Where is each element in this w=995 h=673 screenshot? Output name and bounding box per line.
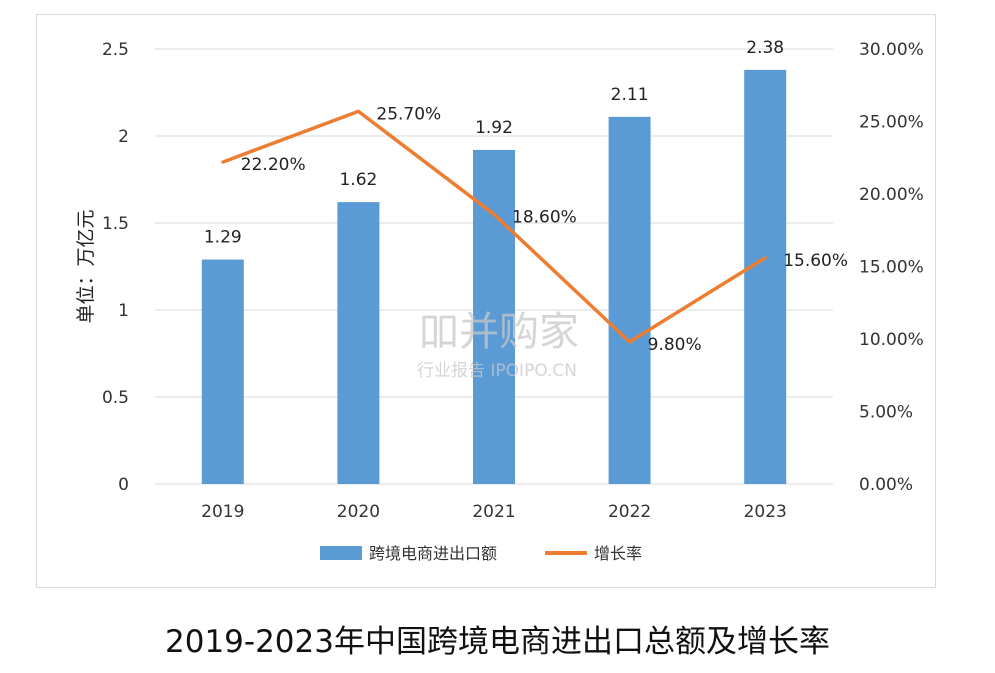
bar — [337, 202, 380, 484]
y-right-tick-label: 15.00% — [859, 258, 924, 278]
bar-data-label: 2.11 — [611, 85, 649, 105]
bar — [608, 116, 651, 485]
bar-data-label: 1.92 — [475, 118, 513, 138]
chart-svg: 0 0.5 1 1.5 2 2.5 0.00% 5.00% 10.00% 15.00% 20.00%… — [75, 38, 924, 563]
y-left-tick-label: 0 — [118, 475, 129, 495]
line-point — [763, 256, 767, 260]
line-data-label: 18.60% — [512, 207, 577, 227]
bar-data-label: 1.29 — [204, 228, 242, 248]
legend-label-bar: 跨境电商进出口额 — [369, 544, 497, 563]
y-left-tick-label: 0.5 — [102, 388, 129, 408]
legend-label-line: 增长率 — [594, 544, 642, 563]
x-tick-label: 2022 — [608, 502, 651, 522]
line-point — [628, 340, 632, 344]
line-data-label: 9.80% — [648, 335, 702, 355]
y-right-tick-label: 10.00% — [859, 330, 924, 350]
line-data-label: 15.60% — [783, 251, 848, 271]
x-tick-label: 2020 — [337, 502, 380, 522]
y-right-tick-label: 20.00% — [859, 185, 924, 205]
line-point — [221, 160, 225, 164]
line-data-label: 22.20% — [241, 155, 306, 175]
y-axis-title: 单位：万亿元 — [75, 209, 97, 323]
y-right-tick-label: 5.00% — [859, 403, 913, 423]
y-right-tick-label: 0.00% — [859, 475, 913, 495]
line-point — [356, 109, 360, 113]
figure-caption: 2019-2023年中国跨境电商进出口总额及增长率 — [165, 624, 830, 660]
y-left-tick-label: 2.5 — [102, 40, 129, 60]
bar — [744, 69, 787, 484]
y-right-tick-label: 30.00% — [859, 40, 924, 60]
bar-data-label: 1.62 — [339, 170, 377, 190]
x-tick-label: 2019 — [201, 502, 244, 522]
x-tick-label: 2023 — [744, 502, 787, 522]
y-left-tick-label: 2 — [118, 127, 129, 147]
line-data-label: 25.70% — [376, 104, 441, 124]
y-left-tick-label: 1 — [118, 301, 129, 321]
bar-data-label: 2.38 — [746, 38, 784, 58]
chart-frame: 0 0.5 1 1.5 2 2.5 0.00% 5.00% 10.00% 15.00% 20.00%… — [36, 14, 936, 588]
bar — [201, 259, 244, 484]
watermark-logo-text: 吅并购家 — [419, 309, 579, 355]
watermark-subtext: 行业报告 IPOIPO.CN — [417, 361, 577, 381]
y-left-tick-label: 1.5 — [102, 214, 129, 234]
x-tick-label: 2021 — [472, 502, 515, 522]
line-point — [492, 212, 496, 216]
legend-swatch-bar — [320, 546, 362, 560]
y-right-tick-label: 25.00% — [859, 113, 924, 133]
